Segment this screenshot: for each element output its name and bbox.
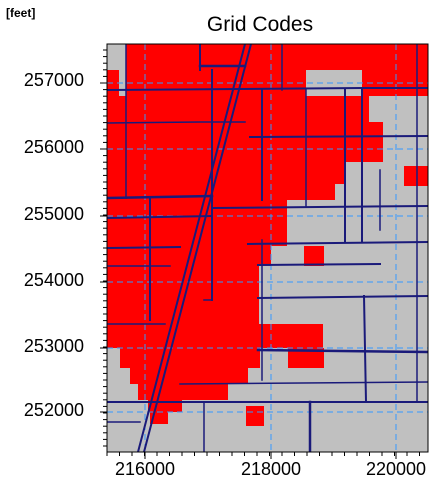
y-tick-label: 253000 [23,336,84,356]
red-cell [404,166,428,186]
red-cell [120,348,260,368]
road [210,204,428,210]
red-cell [107,96,369,122]
red-cell [304,246,324,266]
unit-label: [feet] [6,6,36,20]
y-tick-label: 252000 [23,400,84,420]
road [107,245,182,250]
y-tick-label: 256000 [23,137,84,157]
x-axis-ticks [144,452,397,459]
road [362,294,368,404]
x-tick-label: 218000 [240,459,302,479]
y-tick-label: 255000 [23,204,84,224]
gray-cell [107,368,130,452]
road [256,294,428,300]
x-axis-minor-ticks [106,452,420,456]
red-cell [288,348,324,368]
road [248,134,428,139]
red-cell [130,368,248,384]
y-axis-minor-ticks [103,49,107,447]
map-body [107,44,428,452]
x-tick-label: 216000 [114,459,176,479]
gray-cell [107,44,126,70]
map-title: Grid Codes [206,13,314,36]
red-cell [246,406,264,426]
road [107,121,246,124]
road [256,262,382,267]
road-diagonal [142,44,253,452]
red-cell [126,70,306,96]
y-tick-label: 254000 [23,270,84,290]
road-diagonal [136,44,247,452]
gray-cell [306,70,362,96]
gray-cell [369,96,428,122]
gray-patches [107,44,428,452]
y-tick-label: 257000 [23,70,84,90]
road [256,348,428,354]
gray-cell [383,122,428,166]
red-cell [362,44,428,104]
road [107,194,214,200]
road [107,214,214,220]
road-network [107,44,428,452]
red-cell [107,122,383,162]
red-cell [107,324,323,348]
x-tick-label: 220000 [365,459,427,479]
road [179,381,428,385]
road [246,240,428,246]
red-cell [107,162,345,184]
